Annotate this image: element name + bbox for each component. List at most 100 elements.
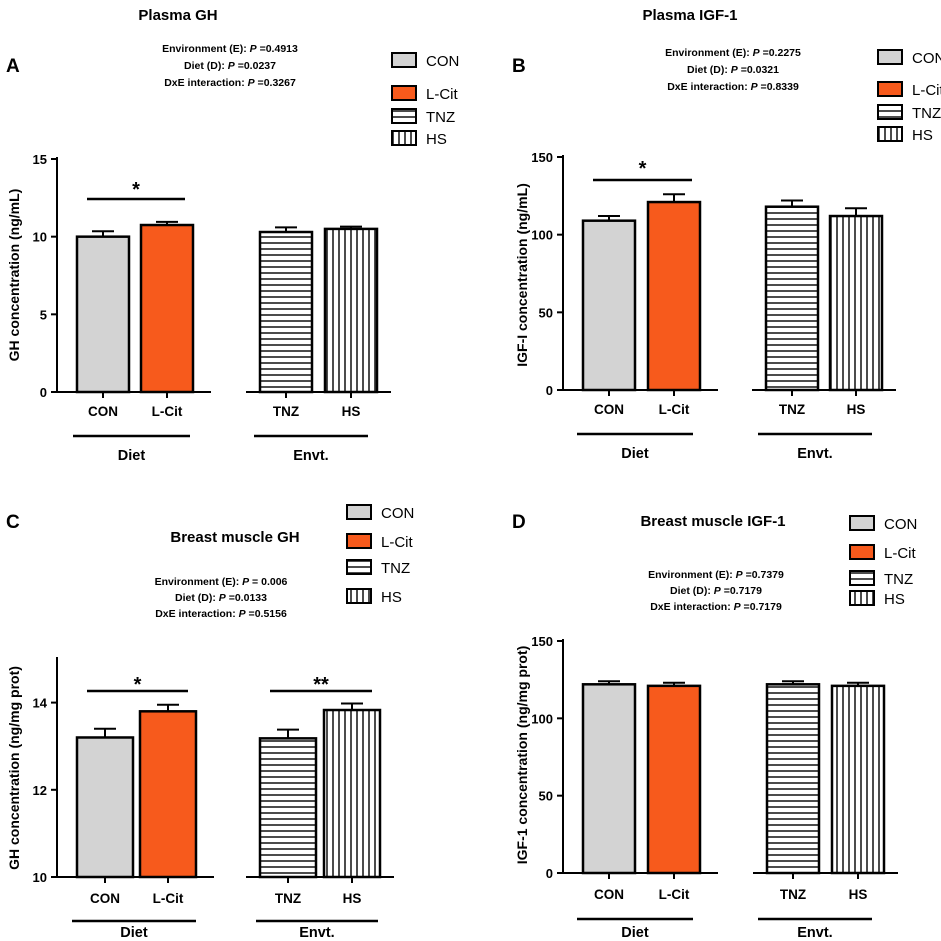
legend-label: L-Cit — [426, 86, 459, 103]
y-tick-label: 50 — [539, 305, 553, 320]
significance-mark: ** — [313, 674, 329, 696]
legend-swatch — [391, 85, 417, 101]
chart-title: Breast muscle IGF-1 — [640, 513, 785, 530]
y-tick-label: 0 — [546, 383, 553, 398]
x-tick-label: L-Cit — [659, 402, 690, 417]
group-label: Diet — [621, 446, 649, 462]
stat-line: Environment (E): P =0.4913 — [162, 43, 298, 55]
legend-label: L-Cit — [912, 82, 941, 99]
stat-line: Environment (E): P =0.7379 — [648, 569, 784, 581]
y-axis-label: GH concentration (ng/mL) — [6, 189, 22, 362]
x-tick-label: HS — [849, 887, 868, 902]
legend-label: HS — [426, 131, 447, 148]
x-tick-label: CON — [594, 887, 624, 902]
y-tick-label: 150 — [531, 634, 553, 649]
legend-label: TNZ — [426, 109, 455, 126]
y-tick-label: 100 — [531, 711, 553, 726]
legend-swatch — [391, 52, 417, 68]
legend-label: CON — [884, 516, 917, 533]
bar-tnz — [258, 737, 318, 879]
x-tick-label: CON — [90, 891, 120, 906]
legend-label: CON — [912, 50, 941, 67]
bar-con — [581, 683, 637, 875]
legend-swatch — [346, 559, 372, 575]
y-axis-label: IGF-I concentration (ng/mL) — [514, 183, 530, 367]
y-tick-label: 10 — [33, 870, 47, 885]
y-tick-label: 0 — [546, 866, 553, 881]
chart-title: Breast muscle GH — [170, 529, 299, 546]
chart-panel-D: D Breast muscle IGF-1 Environment (E): P =… — [512, 512, 917, 941]
bar-l-cit — [646, 684, 702, 875]
legend-swatch — [849, 590, 875, 606]
legend-swatch — [346, 533, 372, 549]
group-label: Envt. — [299, 925, 334, 941]
panel-letter: D — [512, 512, 526, 533]
y-tick-label: 0 — [40, 385, 47, 400]
stat-line: DxE interaction: P =0.5156 — [155, 608, 287, 620]
y-axis-label: GH concentration (ng/mg prot) — [6, 666, 22, 870]
legend-label: CON — [426, 53, 459, 70]
legend-label: CON — [381, 505, 414, 522]
legend-swatch — [391, 108, 417, 124]
legend-label: TNZ — [912, 105, 941, 122]
y-tick-label: 12 — [33, 783, 47, 798]
stat-line: DxE interaction: P =0.8339 — [667, 81, 799, 93]
x-tick-label: TNZ — [780, 887, 806, 902]
legend-swatch — [346, 504, 372, 520]
panel-letter: B — [512, 56, 526, 77]
group-label: Diet — [621, 925, 649, 941]
legend-label: L-Cit — [381, 534, 414, 551]
significance-mark: * — [134, 674, 142, 696]
y-tick-label: 100 — [531, 228, 553, 243]
bar-tnz — [258, 230, 314, 394]
legend-label: TNZ — [381, 560, 410, 577]
chart-panel-C: C Breast muscle GH Environment (E): P = 0.… — [6, 504, 414, 941]
legend-swatch — [877, 49, 903, 65]
bar-hs — [323, 227, 379, 394]
bar-hs — [828, 214, 884, 392]
x-tick-label: TNZ — [779, 402, 805, 417]
chart-panel-A: A Plasma GH Environment (E): P =0.4913 Diet… — [6, 7, 459, 464]
stat-line: Diet (D): P =0.0321 — [687, 64, 779, 76]
legend-swatch — [877, 126, 903, 142]
x-tick-label: L-Cit — [659, 887, 690, 902]
panel-letter: C — [6, 512, 20, 533]
stat-line: Diet (D): P =0.0133 — [175, 592, 267, 604]
legend-swatch — [391, 130, 417, 146]
legend-swatch — [849, 544, 875, 560]
x-tick-label: HS — [342, 404, 361, 419]
stat-line: DxE interaction: P =0.3267 — [164, 77, 296, 89]
group-label: Envt. — [797, 925, 832, 941]
legend-swatch — [346, 588, 372, 604]
y-tick-label: 5 — [40, 307, 47, 322]
group-label: Diet — [120, 925, 148, 941]
bar-hs — [322, 708, 382, 879]
stat-line: Environment (E): P =0.2275 — [665, 47, 801, 59]
y-tick-label: 10 — [33, 230, 47, 245]
bar-con — [75, 736, 135, 879]
bar-con — [581, 219, 637, 392]
bar-tnz — [764, 205, 820, 392]
x-tick-label: L-Cit — [152, 404, 183, 419]
bar-l-cit — [139, 223, 195, 394]
y-tick-label: 150 — [531, 150, 553, 165]
bar-tnz — [765, 683, 821, 875]
bar-hs — [830, 684, 886, 875]
x-tick-label: HS — [847, 402, 866, 417]
legend-label: L-Cit — [884, 545, 917, 562]
stat-line: DxE interaction: P =0.7179 — [650, 601, 782, 613]
group-label: Diet — [118, 448, 146, 464]
x-tick-label: TNZ — [275, 891, 301, 906]
bar-con — [75, 235, 131, 394]
y-tick-label: 14 — [33, 696, 48, 711]
legend-swatch — [877, 81, 903, 97]
chart-title: Plasma IGF-1 — [642, 7, 737, 24]
legend-swatch — [849, 570, 875, 586]
group-label: Envt. — [797, 446, 832, 462]
panel-letter: A — [6, 56, 20, 77]
x-tick-label: L-Cit — [153, 891, 184, 906]
legend-label: HS — [884, 591, 905, 608]
y-axis-label: IGF-1 concentration (ng/mg prot) — [514, 646, 530, 865]
significance-mark: * — [132, 179, 140, 201]
